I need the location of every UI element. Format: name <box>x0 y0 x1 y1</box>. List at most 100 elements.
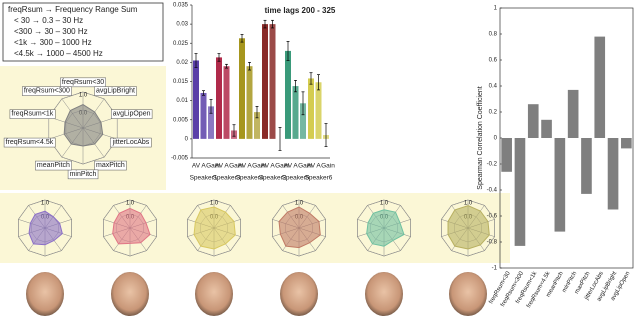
bar <box>514 138 526 246</box>
bar-label: A <box>247 163 252 170</box>
bar-label: AV <box>261 163 270 170</box>
bar-label: AV <box>307 163 316 170</box>
face-photo <box>26 272 64 316</box>
legend-box <box>2 2 164 62</box>
face-photo <box>280 272 318 316</box>
bar <box>581 138 592 194</box>
radar-label-box <box>110 109 153 119</box>
legend-line: <1k → 300 – 1000 Hz <box>14 38 92 47</box>
bar <box>567 89 579 138</box>
legend-line: freqRsum → Frequency Range Sum <box>8 5 138 14</box>
bar <box>501 138 512 172</box>
face-photo <box>195 272 233 316</box>
bar <box>262 24 268 139</box>
radar-tick-label: 1.0 <box>79 93 88 99</box>
bar-label: Gain <box>229 163 243 170</box>
bar <box>300 103 306 139</box>
y-tick-label: -0.005 <box>171 156 189 162</box>
y-tick-label: 1 <box>494 6 498 12</box>
bar <box>254 112 260 139</box>
radar-label-box <box>109 137 152 148</box>
bar-label: A <box>293 163 298 170</box>
radar-label-box <box>94 86 137 96</box>
radar-area <box>366 209 405 247</box>
y-tick-label: 0.025 <box>173 41 189 47</box>
bar-label: Gain <box>275 163 289 170</box>
group-label: Speaker1 <box>190 175 218 182</box>
group-label: Speaker3 <box>213 175 241 182</box>
radar-axis-label: freqRsum<4.5k <box>6 139 54 146</box>
radar-label-box <box>94 160 127 171</box>
y-tick-label: 0.2 <box>489 110 498 116</box>
y-tick-label: 0.01 <box>176 98 188 104</box>
radar-axis-label: avgLipBright <box>96 88 135 95</box>
radar-axis-label: freqRsum<300 <box>24 88 70 95</box>
faces <box>26 272 487 316</box>
y-tick-label: -0.8 <box>487 240 498 246</box>
bar <box>216 57 222 139</box>
bar-label: A <box>201 163 206 170</box>
y-axis-label: Spearman Correlation Coefficient <box>477 86 484 189</box>
y-tick-label: -0.6 <box>487 214 498 220</box>
radar-tick-label: 1.0 <box>126 201 135 207</box>
y-tick-label: 0.02 <box>176 60 188 66</box>
radar-axis-label: avgLipOpen <box>113 111 151 118</box>
radar-area <box>63 104 104 147</box>
bar-label: Gain <box>252 163 266 170</box>
bar <box>315 82 322 139</box>
radar-label-box <box>9 109 56 119</box>
radar-tick-label: 1.0 <box>41 201 50 207</box>
radar-ring <box>103 199 157 257</box>
bar-label: A <box>270 163 275 170</box>
radar-area <box>193 206 236 250</box>
legend-line: <300 → 30 – 300 Hz <box>14 27 88 36</box>
face-photo <box>449 272 487 316</box>
bar <box>193 60 199 139</box>
radar-row-panel <box>0 193 510 263</box>
legend-line: < 30 → 0.3 – 30 Hz <box>14 16 83 25</box>
radar-tick-label: 1.0 <box>464 201 473 207</box>
radar-ring <box>357 199 411 257</box>
bar-label: A <box>224 163 229 170</box>
bar <box>223 66 230 139</box>
radar-axis-label: jitterLocAbs <box>112 139 150 146</box>
radar-axis-label: meanPitch <box>37 162 70 169</box>
radar-tick-label: 1.0 <box>295 201 304 207</box>
bar <box>541 119 552 138</box>
radar-tick-label: 1.0 <box>210 201 219 207</box>
y-tick-label: 0.6 <box>489 58 498 64</box>
radar-label-box <box>60 77 106 88</box>
radar-ring <box>18 199 72 257</box>
radar-axis-label: maxPitch <box>96 162 125 169</box>
radar-axis-label: minPitch <box>70 171 97 178</box>
bar-label: AV <box>284 163 293 170</box>
radar-axis-label: freqRsum<1k <box>11 111 53 118</box>
bar <box>292 86 299 139</box>
bar-label: AV <box>192 163 201 170</box>
radar-ring <box>441 199 495 257</box>
radar-label-box <box>22 86 72 96</box>
bar <box>208 106 214 139</box>
radar-label-box <box>3 137 56 148</box>
bar-label: AV <box>238 163 247 170</box>
bar-label: Gain <box>321 163 335 170</box>
radar-label-box <box>35 160 72 171</box>
y-tick-label: 0.035 <box>173 3 189 9</box>
y-tick-label: 0 <box>494 136 498 142</box>
group-label: Speaker5 <box>282 175 310 182</box>
y-tick-label: 0.8 <box>489 32 498 38</box>
bar <box>200 92 207 139</box>
radar-area <box>112 207 151 245</box>
y-tick-label: 0.03 <box>176 22 188 28</box>
bar-label: A <box>316 163 321 170</box>
face-photo <box>365 272 403 316</box>
radar-ring <box>272 199 326 257</box>
bar-label: Gain <box>206 163 220 170</box>
bar <box>269 24 276 139</box>
y-tick-label: 0.4 <box>489 84 498 90</box>
bar <box>308 78 314 139</box>
bar-label: AV <box>215 163 224 170</box>
y-tick-label: -1 <box>492 266 498 272</box>
chart-title: time lags 200 - 325 <box>265 6 336 15</box>
radar-tick-label: 1.0 <box>380 201 389 207</box>
